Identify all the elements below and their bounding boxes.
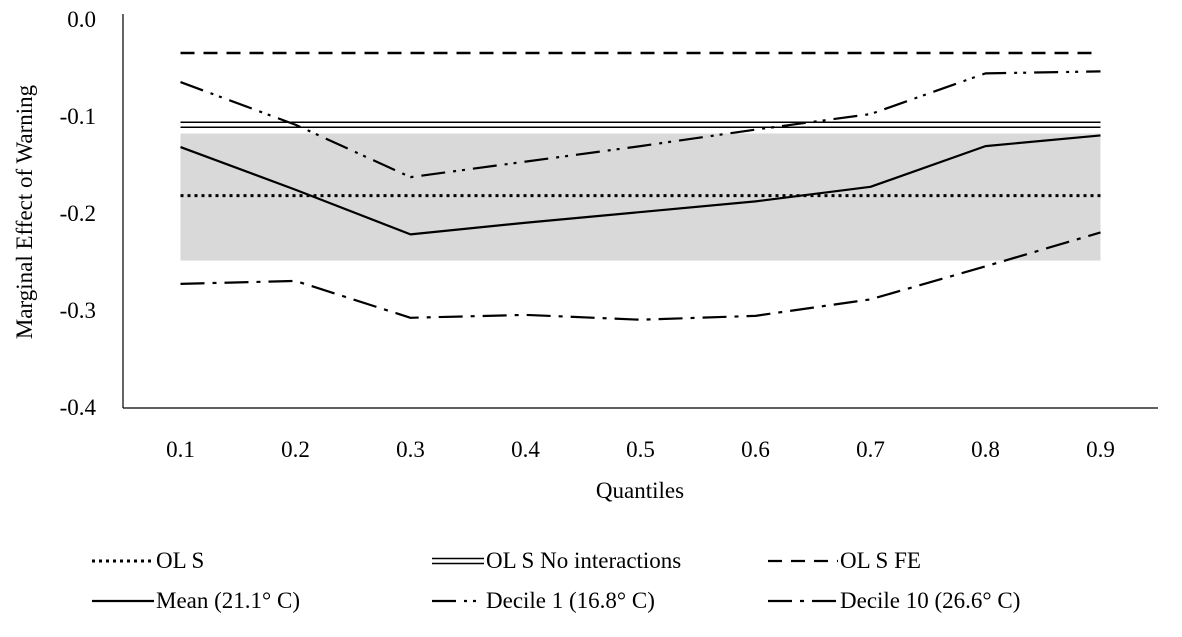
legend-label: Decile 10 (26.6° C) [840,588,1020,613]
series-line-0 [180,134,1101,236]
series-lines-layer [180,70,1101,321]
x-tick-label: 0.7 [856,437,885,462]
legend-label: OL S [156,548,204,573]
legend-item: OL S No interactions [432,548,681,573]
y-tick-label: -0.2 [60,201,96,226]
legend-item: Decile 1 (16.8° C) [432,588,655,613]
x-tick-label: 0.1 [166,437,195,462]
x-tick-label: 0.6 [741,437,770,462]
shaded-band [180,133,1101,261]
series-line-1 [180,70,1101,179]
legend-label: OL S No interactions [486,548,681,573]
x-tick-label: 0.9 [1086,437,1115,462]
legend-item: Mean (21.1° C) [92,588,300,613]
legend-item: OL S [92,548,204,573]
axes-layer: 0.0 -0.1 -0.2 -0.3 -0.4 0.1 0.2 0.3 0.4 0.5 0.6 0.7… [60,7,1158,462]
y-tick-label: -0.3 [60,298,96,323]
legend-item: OL S FE [768,548,921,573]
x-tick-label: 0.3 [396,437,425,462]
reference-lines-layer [180,51,1101,198]
x-tick-label: 0.8 [971,437,1000,462]
y-tick-label: -0.1 [60,104,96,129]
y-tick-label: -0.4 [60,395,97,420]
x-tick-label: 0.4 [511,437,540,462]
legend-label: OL S FE [840,548,921,573]
x-axis-title: Quantiles [596,478,684,503]
x-tick-label: 0.2 [281,437,310,462]
legend: OL S OL S No interactions OL S FE Mean (21.… [92,548,1020,613]
x-tick-label: 0.5 [626,437,655,462]
legend-item: Decile 10 (26.6° C) [768,588,1020,613]
legend-label: Decile 1 (16.8° C) [486,588,655,613]
legend-label: Mean (21.1° C) [156,588,300,613]
shaded-band-layer [180,133,1101,261]
series-line-2 [180,231,1101,321]
y-tick-label: 0.0 [67,7,96,32]
y-axis-title: Marginal Effect of Warning [12,84,37,339]
